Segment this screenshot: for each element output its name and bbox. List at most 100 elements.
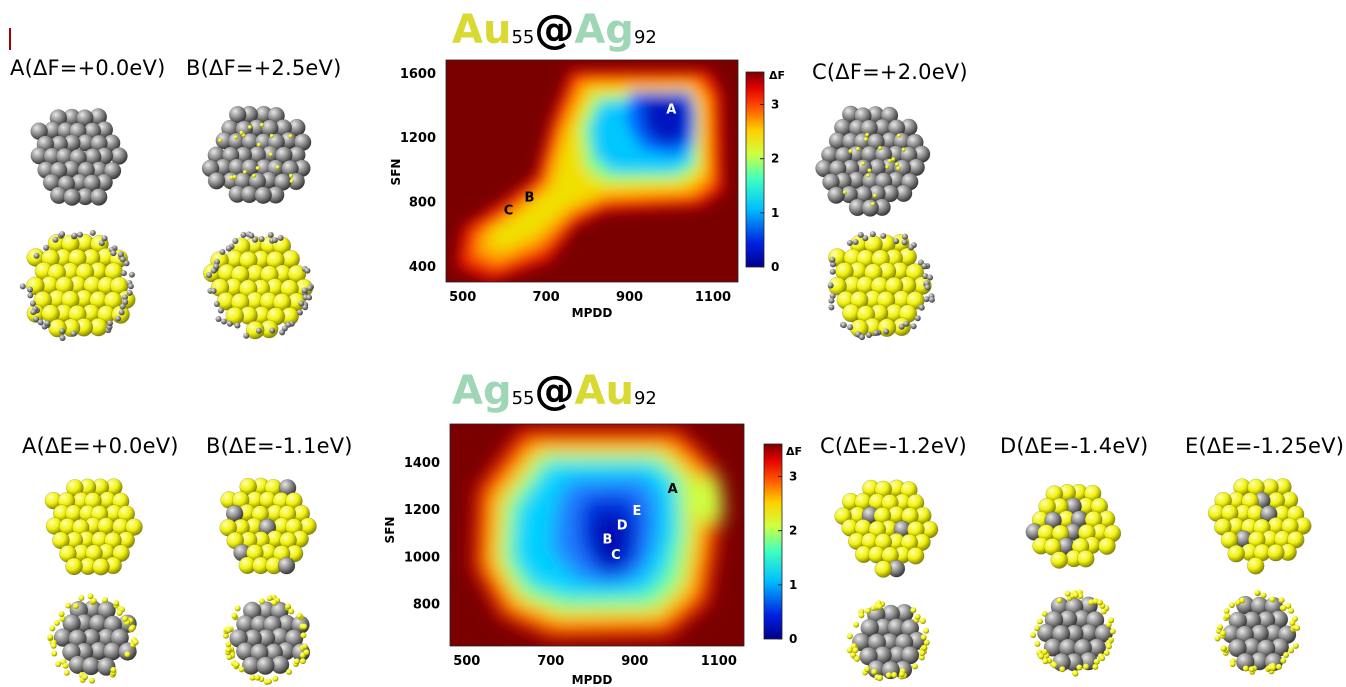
shell-atom-dot — [918, 654, 925, 661]
shell-atom-dot — [267, 231, 274, 238]
shell-atom-dot — [857, 231, 864, 238]
atom — [52, 531, 70, 550]
shell-atom-dot — [248, 232, 255, 239]
shell-atom-dot — [1288, 647, 1295, 654]
top-x-tick-700: 700 — [533, 290, 560, 305]
shell-atom-dot — [1093, 658, 1100, 665]
bottom-title-shell-n: 92 — [633, 388, 657, 409]
shell-atom-dot — [298, 300, 305, 307]
shell-atom-dot — [1030, 631, 1037, 638]
atom — [245, 320, 265, 340]
shell-atom-dot — [1229, 661, 1236, 668]
atom — [254, 186, 272, 204]
shell-atom-dot — [893, 238, 900, 245]
shell-atom-dot — [1292, 642, 1299, 649]
shell-atom-dot — [1077, 593, 1084, 600]
shell-atom-dot — [55, 661, 62, 668]
shell-atom-dot — [1214, 635, 1221, 642]
shell-atom-dot — [117, 251, 124, 258]
shell-atom-dot — [53, 619, 60, 626]
shell-atom-dot — [862, 235, 869, 242]
shell-atom-dot — [901, 239, 908, 246]
shell-atom-dot — [1224, 613, 1231, 620]
shell-atom-dot — [1096, 599, 1103, 606]
shell-atom-dot — [883, 328, 890, 335]
shell-atom-dot — [920, 634, 927, 641]
cluster-top-c-core — [827, 231, 935, 341]
atom — [877, 318, 897, 337]
top-y-axis-label: SFN — [389, 159, 403, 186]
atom — [1050, 551, 1068, 569]
shell-atom-dot — [217, 307, 224, 314]
shell-atom-dot — [924, 284, 931, 291]
shell-atom-dot — [120, 270, 127, 277]
shell-atom-dot — [876, 603, 883, 610]
top-free-energy-map: A BC 500 700 900 1100 400 800 1200 1600 MPDD SF… — [389, 59, 785, 320]
shell-atom-dot — [1217, 624, 1224, 631]
cluster-bottom-a-shell — [44, 478, 143, 576]
shell-atom-dot — [872, 193, 877, 198]
top-colorbar-label: ΔF — [769, 69, 785, 82]
shell-atom-dot — [234, 322, 241, 329]
shell-atom-dot — [232, 174, 237, 179]
shell-atom-dot — [1280, 605, 1287, 612]
atom — [1227, 544, 1245, 563]
shell-atom-dot — [910, 323, 917, 330]
shell-atom-dot — [860, 161, 865, 166]
shell-atom-dot — [233, 661, 240, 668]
top-colorbar-tick-0: 0 — [771, 260, 779, 274]
shell-atom-dot — [214, 258, 221, 265]
shell-atom-dot — [842, 190, 847, 195]
shell-atom-dot — [852, 647, 859, 654]
shell-atom-dot — [116, 609, 123, 616]
shell-atom-dot — [213, 301, 220, 308]
shell-atom-dot — [927, 274, 934, 281]
shell-atom-dot — [304, 267, 311, 274]
shell-atom-dot — [1220, 645, 1227, 652]
cluster-bottom-a-core — [47, 593, 139, 684]
shell-atom-dot — [894, 162, 899, 167]
shell-atom-dot — [110, 666, 117, 673]
bottom-y-tick-800: 800 — [413, 597, 440, 612]
bottom-colorbar-tick-2: 2 — [789, 524, 797, 538]
shell-atom-dot — [220, 318, 227, 325]
shell-atom-dot — [234, 605, 241, 612]
shell-atom-dot — [271, 237, 278, 244]
shell-atom-dot — [219, 248, 226, 255]
cluster-bottom-c-shell — [834, 479, 939, 578]
shell-atom-dot — [284, 603, 291, 610]
bottom-energy-landscape — [472, 428, 724, 640]
shell-atom-dot — [914, 613, 921, 620]
shell-atom-dot — [871, 668, 878, 675]
shell-atom-dot — [299, 658, 306, 665]
shell-atom-dot — [306, 285, 313, 292]
top-title-at: @ — [534, 7, 575, 53]
shell-atom-dot — [1280, 657, 1287, 664]
top-title-shell: Ag — [574, 7, 634, 53]
shell-atom-dot — [49, 625, 56, 632]
bottom-colorbar-tick-0: 0 — [789, 632, 797, 646]
shell-atom-dot — [865, 173, 870, 178]
cluster-top-c-shell — [815, 105, 931, 217]
shell-atom-dot — [1100, 608, 1107, 615]
shell-atom-dot — [78, 595, 85, 602]
shell-atom-dot — [869, 231, 876, 238]
atom — [48, 318, 67, 338]
shell-atom-dot — [919, 618, 926, 625]
atom — [89, 188, 108, 206]
shell-atom-dot — [1041, 610, 1048, 617]
shell-atom-dot — [901, 147, 906, 152]
shell-atom-dot — [225, 245, 232, 252]
shell-atom-dot — [302, 304, 309, 311]
shell-atom-dot — [89, 229, 96, 236]
shell-atom-dot — [867, 168, 872, 173]
atom — [112, 544, 130, 562]
shell-atom-dot — [300, 632, 307, 639]
shell-atom-dot — [866, 331, 873, 338]
shell-atom-dot — [1285, 602, 1292, 609]
bottom-colorbar-label: ΔF — [786, 445, 802, 458]
cluster-top-a-core — [19, 229, 136, 341]
shell-atom-dot — [44, 320, 51, 327]
shell-atom-dot — [226, 320, 233, 327]
shell-atom-dot — [252, 236, 259, 243]
